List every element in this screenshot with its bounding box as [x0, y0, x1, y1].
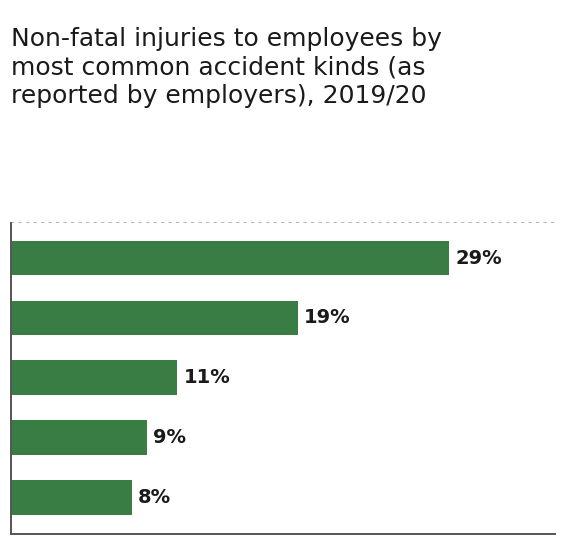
- Text: 9%: 9%: [153, 428, 186, 447]
- Text: Non-fatal injuries to employees by
most common accident kinds (as
reported by em: Non-fatal injuries to employees by most …: [11, 27, 442, 108]
- Bar: [11, 420, 147, 455]
- Text: 11%: 11%: [183, 368, 230, 387]
- Text: 8%: 8%: [138, 488, 171, 507]
- Bar: [11, 300, 298, 336]
- Text: 19%: 19%: [304, 309, 351, 327]
- Text: 29%: 29%: [455, 249, 501, 267]
- Bar: [11, 480, 132, 515]
- Bar: [11, 360, 177, 395]
- Bar: [11, 241, 449, 276]
